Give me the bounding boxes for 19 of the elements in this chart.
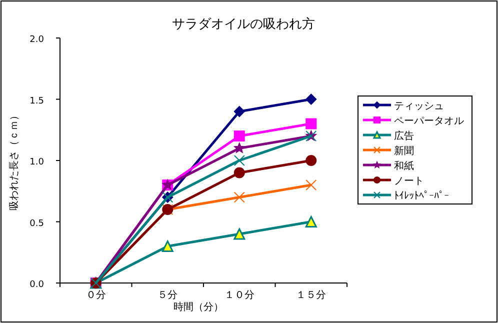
legend-label: ノート: [394, 176, 424, 187]
y-tick-label: 1.5: [30, 96, 44, 106]
x-tick-label: ０分: [86, 289, 106, 301]
x-tick-label: ５分: [158, 289, 178, 301]
x-axis-title: 時間（分）: [174, 301, 224, 313]
legend-label: 和紙: [394, 160, 414, 172]
x-tick-label: １５分: [296, 289, 326, 301]
legend-label: 新聞: [394, 145, 414, 157]
legend-label: ペーパータオル: [394, 116, 464, 127]
y-tick-label: 1.0: [30, 158, 44, 168]
legend-label: ﾄｲﾚｯﾄﾍﾟｰﾊﾟｰ: [394, 190, 449, 202]
y-tick-label: 0.5: [30, 218, 44, 229]
legend-label: 広告: [394, 130, 414, 142]
y-axis-title: 吸われた長さ（ｃｍ）: [9, 110, 20, 210]
y-tick-label: 2.0: [30, 35, 44, 45]
legend-label: ティッシュ: [394, 101, 444, 112]
y-tick-label: 0.0: [30, 280, 44, 290]
chart-title: サラダオイルの吸われ方: [172, 16, 315, 32]
x-tick-label: １０分: [224, 289, 254, 301]
